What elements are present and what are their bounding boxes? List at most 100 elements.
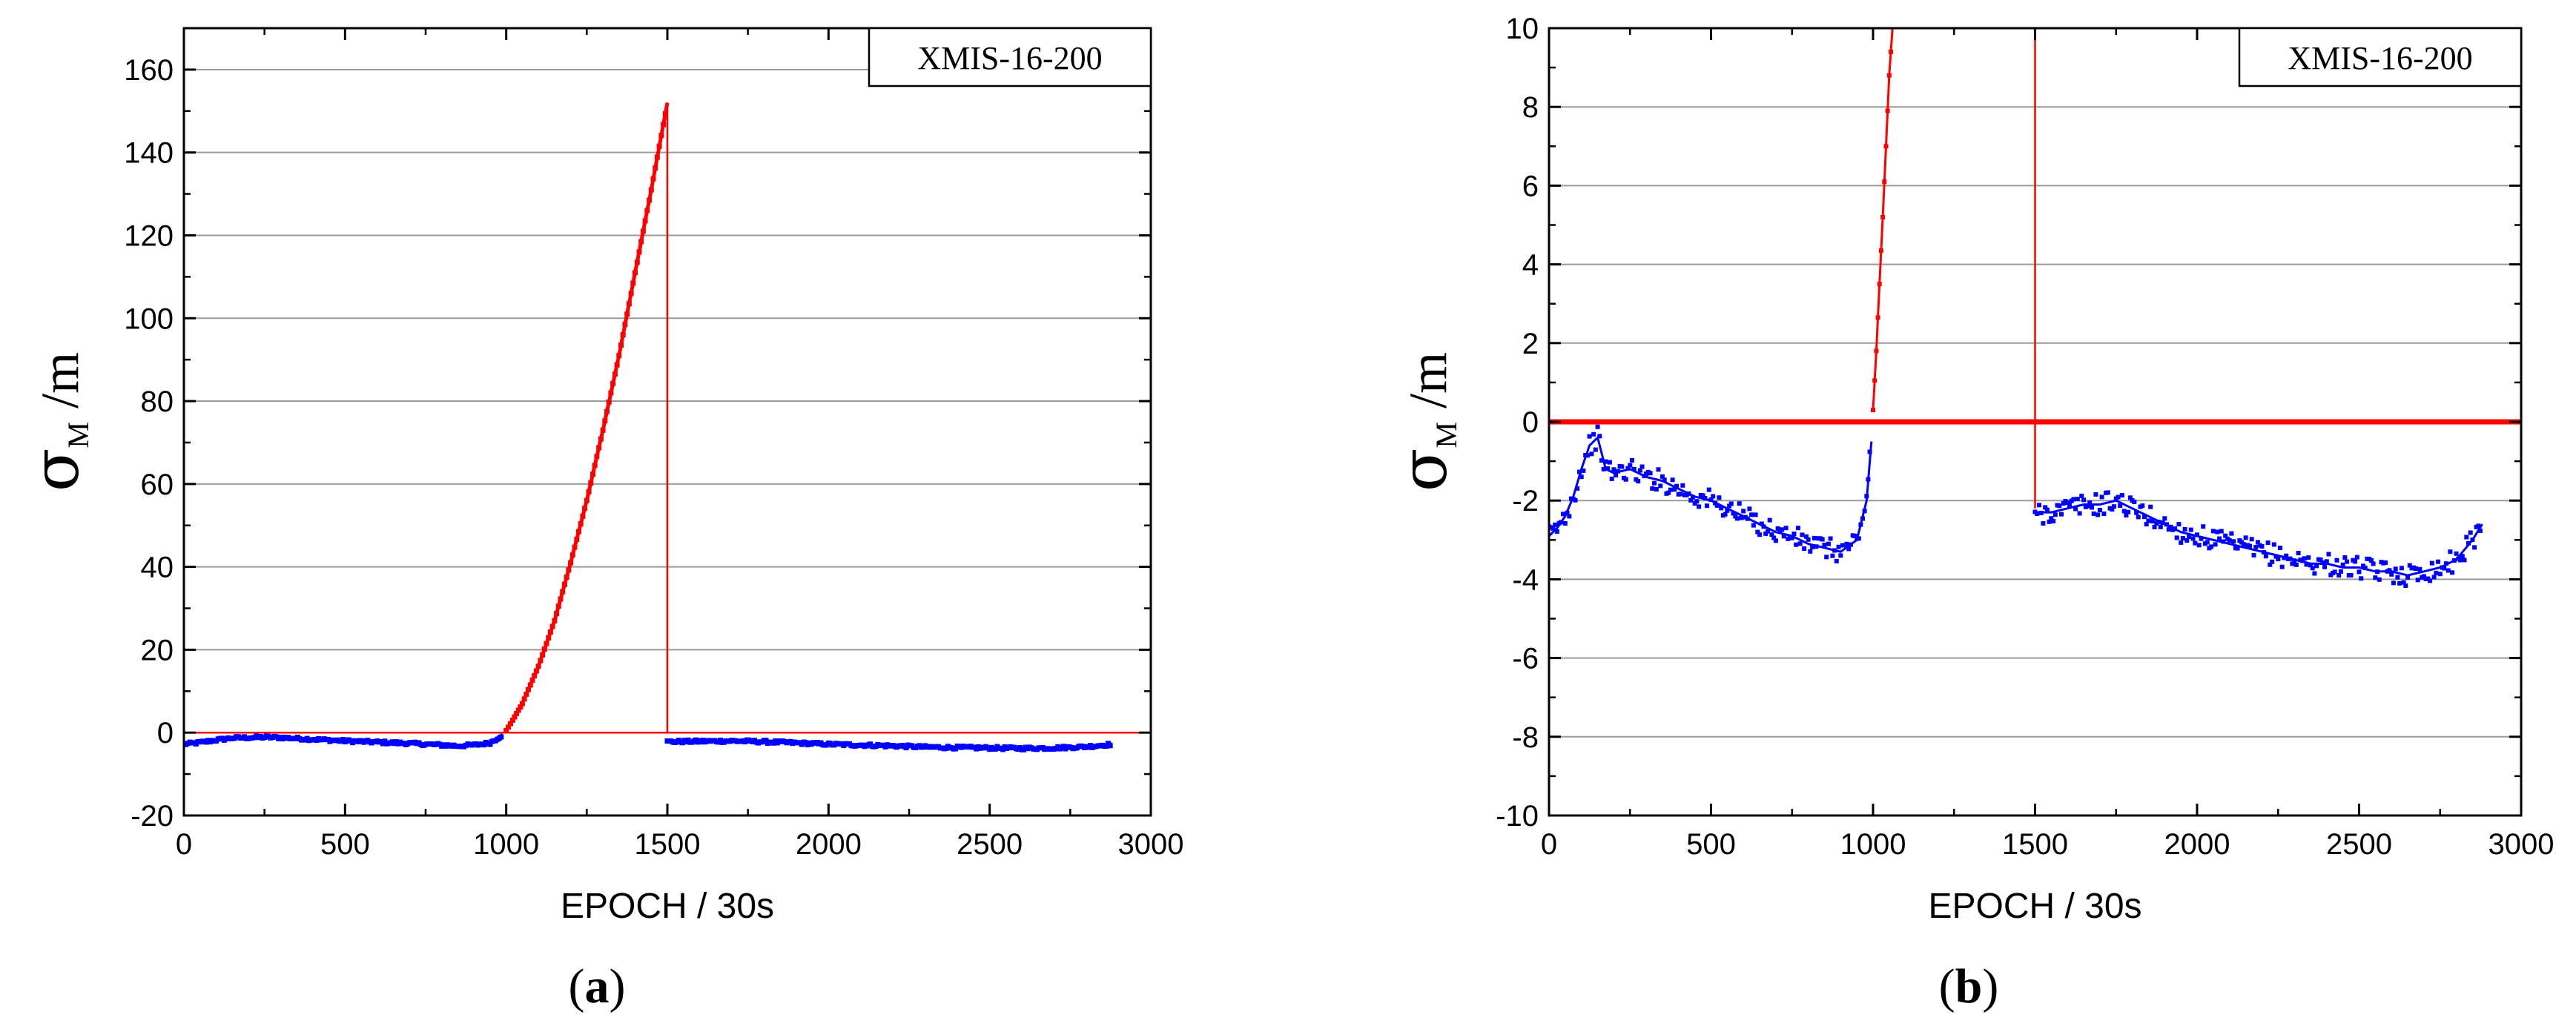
data-point: [1595, 424, 1600, 429]
data-point: [1852, 533, 1857, 538]
data-point: [582, 506, 588, 512]
data-point: [1886, 73, 1892, 78]
data-point: [606, 399, 612, 405]
data-point: [2221, 539, 2226, 544]
data-point: [2075, 497, 2080, 502]
data-point: [2067, 503, 2072, 508]
data-point: [1755, 529, 1760, 535]
x-tick-label: 1000: [1840, 828, 1906, 861]
y-tick-label: 10: [1506, 13, 1539, 45]
data-point: [1672, 487, 1677, 492]
data-point: [1630, 457, 1634, 463]
data-point: [2373, 575, 2378, 580]
y-tick-label: -6: [1512, 643, 1539, 675]
data-point: [590, 472, 595, 477]
data-point: [596, 445, 602, 451]
data-point: [1659, 474, 1665, 479]
data-point: [580, 513, 586, 519]
data-point: [568, 560, 574, 566]
data-point: [2265, 540, 2270, 546]
x-tick-label: 500: [1686, 828, 1736, 861]
data-point: [2127, 495, 2133, 500]
y-axis-subscript: M: [1430, 422, 1463, 449]
data-point: [614, 362, 620, 368]
data-point: [2324, 559, 2329, 564]
data-point: [2442, 566, 2447, 571]
data-point: [1577, 469, 1582, 474]
data-point: [2043, 505, 2048, 510]
data-point: [1822, 543, 1827, 547]
data-point: [2472, 545, 2477, 550]
data-point: [2176, 522, 2182, 527]
y-tick-label: 140: [124, 137, 174, 170]
data-point: [2223, 533, 2228, 538]
x-tick-label: 3000: [2489, 828, 2554, 861]
data-point: [2110, 507, 2115, 512]
data-point: [2184, 538, 2190, 543]
y-axis-unit: /m: [30, 352, 90, 408]
data-point: [1678, 492, 1683, 497]
y-axis-label: σM/m: [19, 352, 95, 492]
data-point: [566, 567, 572, 573]
data-point: [610, 380, 616, 386]
data-point: [1753, 512, 1758, 517]
data-point: [572, 544, 578, 550]
y-tick-label: 0: [1522, 406, 1539, 439]
annotation-text: XMIS-16-200: [917, 40, 1102, 76]
data-point: [1878, 248, 1883, 253]
data-point: [2065, 500, 2070, 505]
data-point: [2248, 543, 2252, 549]
data-point: [636, 249, 642, 255]
data-point: [560, 589, 566, 595]
data-point: [1719, 506, 1724, 511]
data-point: [763, 738, 769, 744]
data-point: [2336, 573, 2342, 578]
data-point: [1636, 479, 1641, 484]
data-point: [2091, 511, 2096, 516]
data-point: [662, 110, 668, 116]
data-point: [2415, 578, 2420, 583]
data-point: [2292, 558, 2297, 563]
data-point: [2229, 531, 2234, 536]
data-point: [1614, 472, 1619, 477]
data-point: [2134, 510, 2139, 515]
data-point: [1668, 487, 1673, 492]
data-point: [2345, 559, 2350, 564]
data-point: [1763, 531, 1768, 536]
data-point: [2097, 508, 2102, 512]
data-point: [2436, 559, 2440, 564]
data-point: [524, 692, 529, 697]
data-point: [1662, 477, 1667, 483]
y-axis-label: σM/m: [1387, 352, 1463, 492]
y-tick-label: 40: [141, 552, 174, 584]
y-tick-label: 100: [124, 302, 174, 335]
data-point: [2342, 555, 2348, 560]
data-point: [1561, 512, 1566, 517]
data-point: [508, 721, 513, 727]
data-point: [1862, 509, 1867, 514]
data-point: [1697, 504, 1702, 509]
data-point: [661, 122, 667, 128]
data-point: [1874, 348, 1879, 354]
data-point: [1735, 516, 1740, 521]
data-point: [2179, 540, 2184, 545]
data-point: [2243, 535, 2248, 540]
data-point: [2099, 494, 2104, 500]
data-point: [2209, 544, 2214, 549]
data-point: [1751, 523, 1756, 528]
data-point: [634, 259, 640, 265]
y-tick-label: 4: [1522, 249, 1539, 282]
panel-label-close: ): [610, 959, 626, 1013]
data-point: [1803, 534, 1809, 539]
data-point: [2051, 518, 2056, 523]
y-tick-label: -4: [1512, 563, 1539, 596]
panel-label: (a): [569, 959, 626, 1013]
y-tick-label: 60: [141, 469, 174, 501]
data-point: [1625, 466, 1631, 471]
data-point: [506, 724, 512, 730]
data-point: [1745, 516, 1750, 521]
data-point: [588, 480, 594, 486]
data-point: [2271, 542, 2276, 547]
data-point: [1836, 544, 1841, 549]
